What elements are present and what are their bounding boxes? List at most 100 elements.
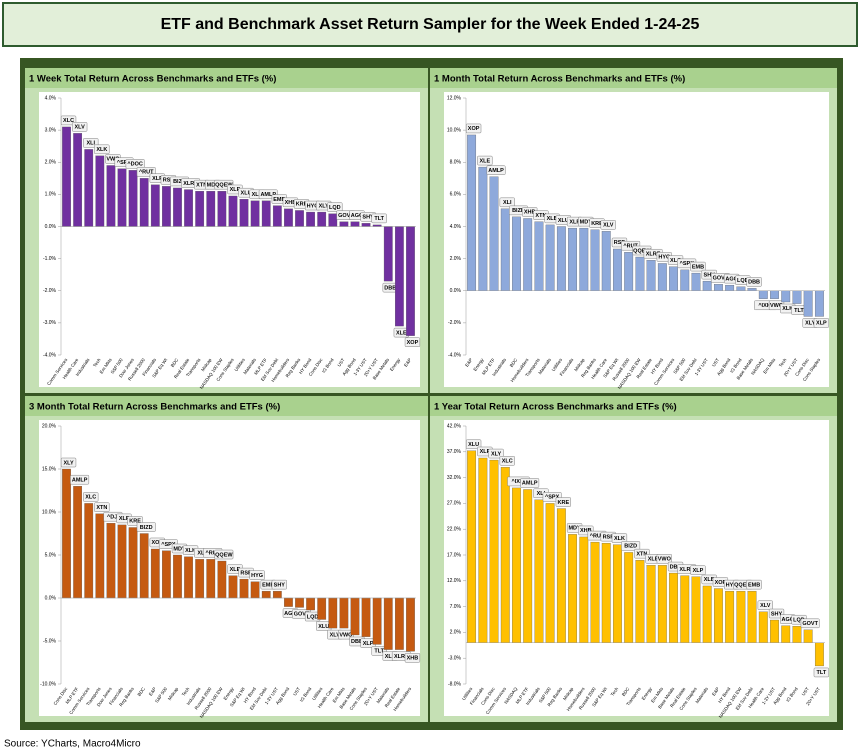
- ticker-label: XHB: [285, 200, 297, 206]
- ticker-box: [800, 618, 820, 629]
- x-tick-label: UST: [711, 357, 720, 367]
- y-tick-label: 10.0%: [42, 509, 57, 515]
- ticker-box: [690, 261, 706, 272]
- y-tick-label: -3.0%: [43, 320, 57, 326]
- ticker-label: XLC: [670, 258, 681, 264]
- ticker-box: [656, 554, 672, 564]
- ticker-label: XLV: [760, 603, 771, 609]
- ticker-label: XLU: [468, 442, 479, 448]
- chart-panel: 1 Week Total Return Across Benchmarks an…: [25, 68, 428, 393]
- bar: [339, 597, 349, 629]
- bar: [489, 459, 499, 643]
- ticker-box: [488, 448, 504, 459]
- bar: [372, 597, 382, 645]
- ticker-label: XOP: [715, 580, 727, 586]
- bar: [590, 541, 600, 643]
- title-box: [2, 2, 858, 47]
- y-tick-label: 37.0%: [447, 449, 462, 455]
- bar: [239, 199, 249, 227]
- bar: [162, 550, 171, 599]
- ticker-box: [327, 202, 343, 212]
- ticker-box: [477, 155, 493, 166]
- x-tick-label: E&P: [403, 357, 412, 367]
- ticker-label: QQEW: [215, 552, 233, 558]
- bar: [613, 544, 622, 643]
- bar: [814, 642, 824, 667]
- ticker-label: MDY: [207, 182, 220, 188]
- ticker-label: XLI: [503, 200, 512, 206]
- ticker-label: QQEW: [633, 248, 651, 254]
- y-tick-label: 4.0%: [450, 224, 462, 230]
- ticker-label: XLE: [648, 557, 659, 563]
- bar: [545, 224, 555, 291]
- ticker-label: XLB: [704, 577, 715, 583]
- bar: [250, 581, 260, 599]
- bar: [162, 186, 171, 227]
- x-tick-label: Tech: [92, 357, 102, 368]
- ticker-label: MDY: [568, 526, 581, 532]
- bar: [73, 486, 83, 599]
- ticker-label: ^SPX: [680, 261, 695, 267]
- ticker-label: LQD: [307, 614, 319, 620]
- ticker-label: SHY: [274, 582, 286, 588]
- bar: [747, 288, 757, 291]
- bar: [228, 195, 238, 227]
- ticker-box: [465, 123, 482, 134]
- ticker-label: XLF: [152, 176, 163, 182]
- y-tick-label: 12.0%: [447, 95, 462, 101]
- bar: [725, 284, 735, 291]
- y-tick-label: 15.0%: [42, 466, 57, 472]
- y-tick-label: 5.0%: [45, 552, 57, 558]
- bar: [702, 585, 712, 643]
- ticker-label: XLB: [252, 192, 263, 198]
- ticker-label: XLK: [185, 548, 196, 554]
- ticker-label: XHB: [524, 210, 536, 216]
- bar: [150, 548, 160, 599]
- ticker-box: [70, 474, 90, 485]
- bar: [814, 290, 824, 317]
- y-tick-label: 3.0%: [45, 127, 57, 133]
- bar: [736, 286, 746, 291]
- ticker-label: ^RUT: [590, 533, 605, 539]
- ticker-box: [94, 502, 110, 512]
- ticker-label: ^SPX: [117, 160, 132, 166]
- ticker-label: GOVT: [294, 612, 310, 618]
- ticker-label: XLK: [782, 306, 793, 312]
- bar: [601, 231, 611, 291]
- bar: [284, 208, 293, 227]
- ticker-box: [371, 213, 387, 224]
- bar: [350, 597, 360, 636]
- bar: [669, 266, 678, 291]
- ticker-label: XLF: [480, 449, 491, 455]
- ticker-label: XLE: [230, 567, 241, 573]
- ticker-label: RSP: [614, 240, 626, 246]
- x-tick-label: BDC: [170, 357, 180, 368]
- bar: [590, 229, 600, 291]
- bar: [702, 280, 712, 291]
- bar: [250, 200, 260, 227]
- bar: [747, 590, 757, 643]
- ticker-label: XLY: [491, 451, 502, 457]
- x-tick-label: E&P: [464, 357, 473, 367]
- bar: [523, 489, 533, 643]
- ticker-label: TLT: [374, 216, 384, 222]
- ticker-label: XLC: [85, 495, 96, 501]
- bar: [383, 226, 393, 282]
- ticker-label: AGG: [284, 611, 297, 617]
- bar: [217, 191, 227, 227]
- panel-title: 1 Month Total Return Across Benchmarks a…: [434, 74, 685, 85]
- bar: [328, 597, 338, 629]
- ticker-label: XTN: [535, 213, 546, 219]
- bar: [306, 597, 315, 611]
- bar: [568, 227, 577, 291]
- y-tick-label: 10.0%: [447, 127, 462, 133]
- bar: [173, 187, 182, 227]
- x-tick-label: UST: [801, 686, 810, 696]
- x-tick-label: Tech: [181, 686, 191, 697]
- bar: [657, 565, 667, 643]
- y-tick-label: 2.0%: [450, 256, 462, 262]
- ticker-label: XLC: [63, 118, 74, 124]
- y-tick-label: 17.0%: [447, 552, 462, 558]
- bar: [781, 625, 791, 643]
- ticker-label: XLP: [816, 321, 827, 327]
